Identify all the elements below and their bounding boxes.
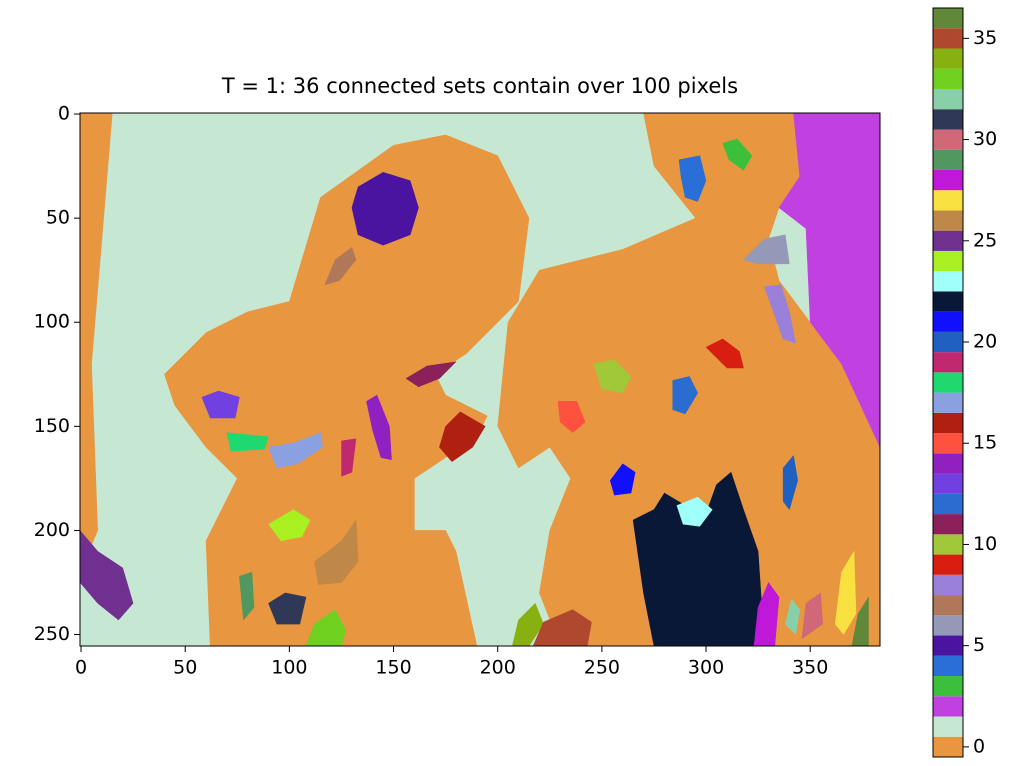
colorbar-segment (933, 312, 963, 332)
x-tick-label: 50 (173, 657, 197, 679)
chart: T = 1: 36 connected sets contain over 10… (0, 0, 1024, 762)
colorbar-tick-label: 15 (973, 432, 997, 454)
colorbar-segment (933, 453, 963, 473)
colorbar-segment (933, 717, 963, 737)
colorbar-segment (933, 737, 963, 757)
colorbar-segment (933, 190, 963, 210)
colorbar-tick-label: 10 (973, 533, 997, 555)
colorbar-segment (933, 129, 963, 149)
x-tick-label: 0 (75, 657, 87, 679)
colorbar-segment (933, 89, 963, 109)
colorbar-segment (933, 271, 963, 291)
colorbar-segment (933, 372, 963, 392)
chart-title: T = 1: 36 connected sets contain over 10… (221, 74, 738, 98)
x-tick-label: 300 (688, 657, 724, 679)
colorbar-tick-label: 0 (973, 735, 985, 757)
colorbar-segment (933, 170, 963, 190)
y-tick-label: 150 (34, 415, 70, 437)
y-tick-label: 0 (58, 103, 70, 125)
colorbar-segment (933, 494, 963, 514)
colorbar-segment (933, 575, 963, 595)
colorbar-segment (933, 210, 963, 230)
colorbar-segment (933, 433, 963, 453)
y-tick-label: 50 (46, 207, 70, 229)
colorbar-segment (933, 656, 963, 676)
colorbar-segment (933, 8, 963, 28)
y-tick-label: 200 (34, 519, 70, 541)
colorbar-segment (933, 291, 963, 311)
image (80, 113, 880, 646)
x-tick-label: 200 (480, 657, 516, 679)
colorbar-segment (933, 393, 963, 413)
colorbar-segment (933, 109, 963, 129)
colorbar-segment (933, 352, 963, 372)
colorbar-segment (933, 555, 963, 575)
x-tick-label: 150 (375, 657, 411, 679)
colorbar-segment (933, 474, 963, 494)
x-tick-label: 250 (584, 657, 620, 679)
colorbar-segment (933, 534, 963, 554)
colorbar-segment (933, 514, 963, 534)
x-tick-label: 350 (792, 657, 828, 679)
colorbar-tick-label: 25 (973, 229, 997, 251)
colorbar-tick-label: 30 (973, 128, 997, 150)
colorbar-segment (933, 69, 963, 89)
colorbar-tick-label: 35 (973, 27, 997, 49)
y-tick-label: 100 (34, 311, 70, 333)
colorbar-tick-label: 5 (973, 634, 985, 656)
colorbar-segment (933, 595, 963, 615)
colorbar-segment (933, 28, 963, 48)
x-tick-label: 100 (271, 657, 307, 679)
colorbar-segment (933, 251, 963, 271)
colorbar-segment (933, 636, 963, 656)
colorbar-segment (933, 150, 963, 170)
colorbar-segment (933, 231, 963, 251)
colorbar-segment (933, 676, 963, 696)
colorbar-segment (933, 413, 963, 433)
y-tick-label: 250 (34, 623, 70, 645)
colorbar-segment (933, 48, 963, 68)
colorbar-segment (933, 332, 963, 352)
colorbar-segment (933, 696, 963, 716)
colorbar-segment (933, 615, 963, 635)
colorbar-tick-label: 20 (973, 331, 997, 353)
